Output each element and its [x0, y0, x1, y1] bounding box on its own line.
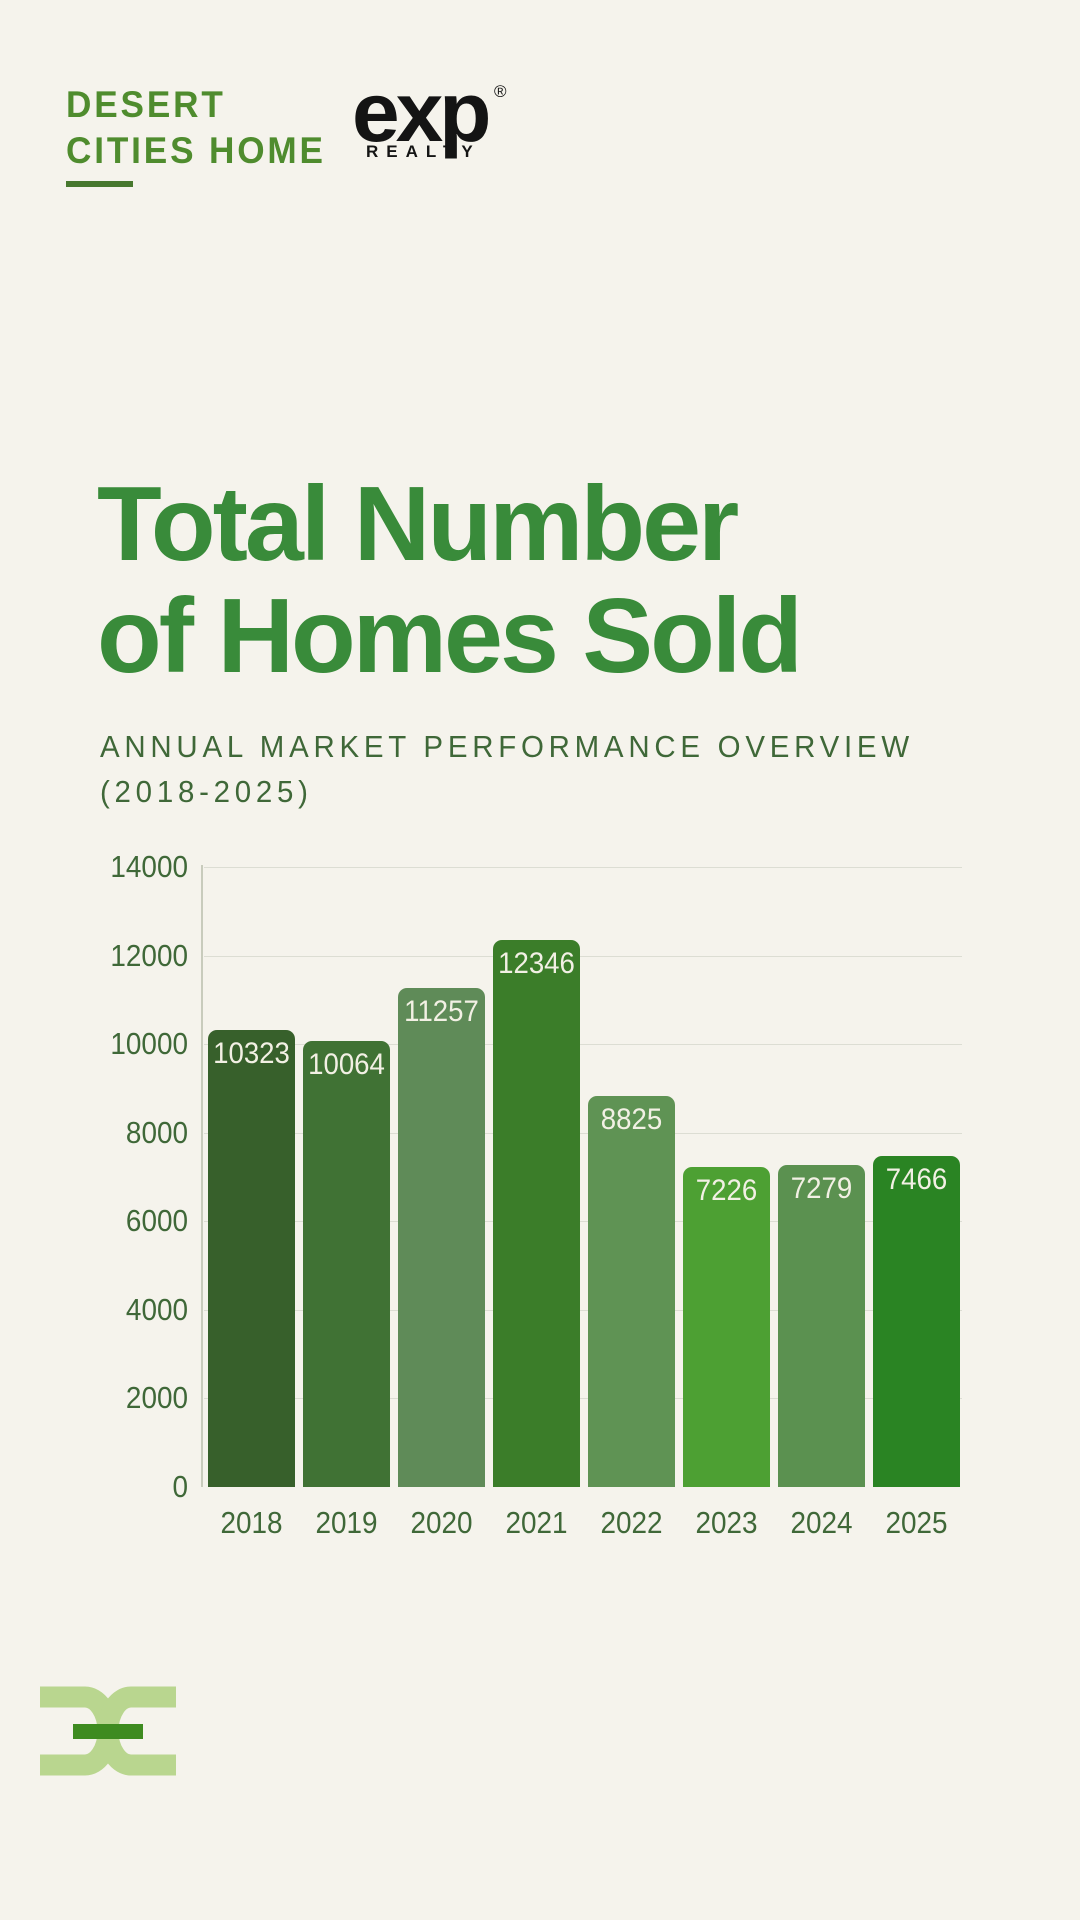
homes-sold-bar-chart: 0 2000 4000 6000 8000 10000 12000 14000 10323 100… — [100, 849, 980, 1570]
y-tick-label-14000: 14000 — [110, 849, 188, 884]
title-line-2: of Homes Sold — [97, 577, 803, 695]
desert-cities-home-logo: DESERT CITIES HOME — [66, 82, 326, 174]
x-tick-label-2023: 2023 — [695, 1505, 758, 1540]
bar-2018: 10323 — [208, 1030, 295, 1487]
title-line-1: Total Number — [97, 465, 739, 583]
x-tick-label-2018: 2018 — [220, 1505, 283, 1540]
x-tick-label-2024: 2024 — [790, 1505, 853, 1540]
gridline-6000 — [204, 1221, 962, 1222]
y-tick-label-0: 0 — [172, 1469, 188, 1504]
bar-value-label-2019: 10064 — [308, 1048, 385, 1081]
y-tick-label-10000: 10000 — [110, 1026, 188, 1061]
exp-realty-subtext: REALTY — [366, 142, 481, 161]
page-title: Total Number of Homes Sold — [97, 465, 803, 695]
y-tick-label-2000: 2000 — [125, 1380, 188, 1415]
registered-trademark-icon: ® — [494, 82, 507, 101]
bar-2025: 7466 — [873, 1156, 960, 1487]
bar-2023: 7226 — [683, 1167, 770, 1487]
gridline-10000 — [204, 1044, 962, 1045]
bar-value-label-2018: 10323 — [213, 1037, 290, 1070]
y-tick-label-8000: 8000 — [125, 1115, 188, 1150]
x-tick-label-2022: 2022 — [600, 1505, 663, 1540]
subtitle-line-2: (2018-2025) — [100, 774, 313, 809]
monogram-center-bar — [73, 1724, 143, 1739]
bar-2020: 11257 — [398, 988, 485, 1487]
page-subtitle: ANNUAL MARKET PERFORMANCE OVERVIEW (2018… — [100, 724, 914, 814]
y-axis-line — [201, 865, 203, 1487]
gridline-12000 — [204, 956, 962, 957]
bar-value-label-2022: 8825 — [600, 1103, 663, 1136]
bar-2019: 10064 — [303, 1041, 390, 1487]
subtitle-line-1: ANNUAL MARKET PERFORMANCE OVERVIEW — [100, 729, 914, 764]
x-tick-label-2021: 2021 — [505, 1505, 568, 1540]
bar-value-label-2024: 7279 — [790, 1172, 853, 1205]
brand-line-2: CITIES HOME — [66, 130, 326, 171]
bar-value-label-2025: 7466 — [885, 1163, 948, 1196]
bar-2021: 12346 — [493, 940, 580, 1487]
x-tick-label-2025: 2025 — [885, 1505, 948, 1540]
y-tick-label-12000: 12000 — [110, 938, 188, 973]
gridline-8000 — [204, 1133, 962, 1134]
x-tick-label-2019: 2019 — [315, 1505, 378, 1540]
brand-line-1: DESERT — [66, 84, 226, 125]
x-tick-label-2020: 2020 — [410, 1505, 473, 1540]
gridline-14000 — [204, 867, 962, 868]
exp-realty-logo: exp ® REALTY — [352, 65, 507, 162]
bar-value-label-2023: 7226 — [695, 1174, 758, 1207]
bar-value-label-2020: 11257 — [404, 995, 479, 1028]
brand-underline — [66, 181, 133, 187]
gridline-2000 — [204, 1398, 962, 1399]
y-tick-label-4000: 4000 — [125, 1292, 188, 1327]
gridline-4000 — [204, 1310, 962, 1311]
y-tick-label-6000: 6000 — [125, 1203, 188, 1238]
chain-link-dc-monogram-icon — [40, 1686, 176, 1776]
bar-value-label-2021: 12346 — [498, 947, 575, 980]
exp-wordmark: exp — [352, 65, 491, 159]
bar-2024: 7279 — [778, 1165, 865, 1487]
bar-2022: 8825 — [588, 1096, 675, 1487]
